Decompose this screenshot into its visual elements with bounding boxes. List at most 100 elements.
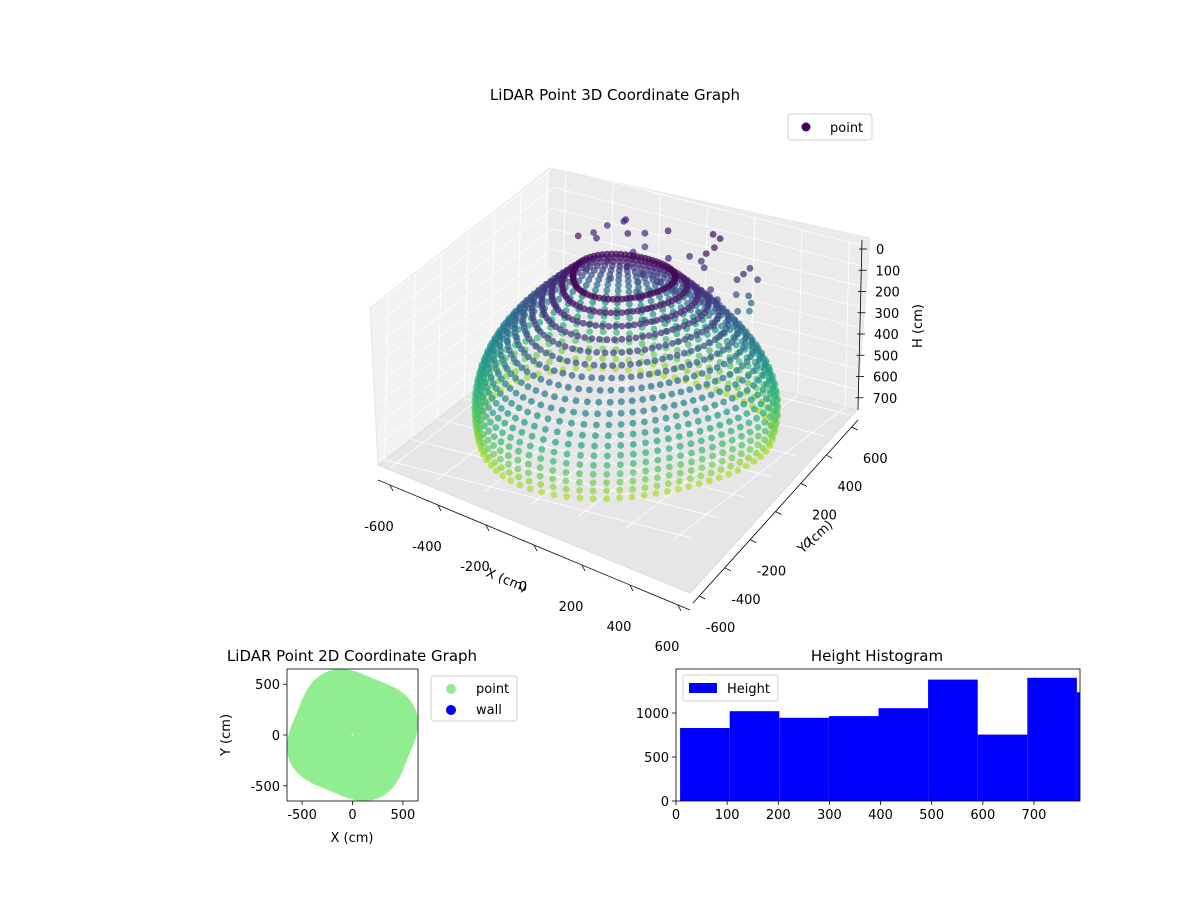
point-3d <box>630 321 638 329</box>
point-3d <box>585 306 593 314</box>
point-3d <box>514 456 522 464</box>
point-3d <box>484 436 492 444</box>
point-3d <box>641 429 649 436</box>
point-3d <box>596 387 604 394</box>
x-tick-3d <box>485 524 490 532</box>
point-3d <box>628 493 636 501</box>
y-tick-label-3d: -200 <box>757 565 787 580</box>
point-3d <box>548 352 556 360</box>
point-3d <box>727 427 735 435</box>
point-3d <box>688 449 695 457</box>
point-3d <box>525 477 533 485</box>
point-3d <box>714 411 721 419</box>
point-3d <box>629 477 637 485</box>
point-3d <box>662 336 670 343</box>
point-3d <box>498 405 505 412</box>
point-3d <box>666 454 673 462</box>
point-3d <box>732 381 739 388</box>
point-3d <box>477 416 485 424</box>
point-3d <box>603 479 610 487</box>
point-3d <box>683 367 691 375</box>
point-3d <box>499 429 506 437</box>
point-3d <box>485 427 493 435</box>
point-3d <box>530 357 537 365</box>
point-3d <box>746 264 754 272</box>
point-3d <box>657 329 665 337</box>
x-tick-label-histogram: 200 <box>766 808 791 823</box>
point-3d <box>697 257 705 265</box>
y-tick-label-3d: 400 <box>837 480 862 495</box>
point-3d <box>622 216 630 224</box>
point-3d <box>687 333 695 341</box>
point-3d <box>580 421 588 428</box>
point-3d <box>574 318 582 325</box>
y-axis-label-3d: Y (cm) <box>794 518 836 558</box>
point-3d <box>708 461 716 468</box>
point-3d <box>490 450 497 458</box>
point-3d <box>753 362 761 370</box>
point-3d <box>754 423 762 431</box>
point-3d <box>576 461 584 469</box>
point-3d <box>572 397 580 405</box>
grid-line-z <box>380 207 861 342</box>
point-3d <box>742 462 750 470</box>
point-3d <box>607 275 615 282</box>
point-3d <box>586 328 593 335</box>
point-3d <box>766 430 774 438</box>
point-3d <box>724 342 732 350</box>
point-3d <box>672 412 680 420</box>
point-3d <box>745 419 753 427</box>
point-3d <box>533 334 541 342</box>
point-3d <box>610 349 617 357</box>
point-3d <box>745 292 752 300</box>
point-3d <box>516 438 524 446</box>
point-3d <box>640 407 647 415</box>
legend-wall-marker-2d <box>446 705 456 715</box>
point-3d <box>574 232 582 240</box>
point-3d <box>738 432 745 440</box>
point-3d <box>483 384 491 391</box>
point-3d <box>541 390 549 398</box>
point-3d <box>537 401 545 409</box>
point-3d <box>668 340 676 347</box>
point-3d <box>603 336 611 344</box>
point-3d <box>709 443 716 451</box>
point-3d <box>518 364 526 372</box>
point-3d <box>563 450 571 458</box>
point-3d <box>716 421 724 429</box>
point-3d <box>666 463 673 471</box>
point-3d <box>650 325 658 333</box>
point-3d <box>624 322 632 329</box>
point-3d <box>484 359 492 367</box>
point-3d <box>662 341 670 349</box>
point-3d <box>634 347 641 355</box>
point-3d <box>653 317 660 324</box>
point-3d <box>530 372 537 380</box>
point-3d <box>771 392 779 400</box>
point-3d <box>707 391 715 399</box>
point-3d <box>733 276 741 284</box>
point-3d <box>607 309 615 317</box>
point-3d <box>655 343 663 351</box>
x-tick-3d <box>437 504 442 512</box>
point-3d <box>686 430 694 438</box>
point-3d <box>525 451 533 459</box>
point-3d <box>604 432 612 440</box>
y-tick-label-histogram: 0 <box>661 795 669 810</box>
point-3d <box>736 348 744 356</box>
point-3d <box>485 404 492 411</box>
point-3d <box>716 388 724 396</box>
point-cloud-2d <box>287 669 418 801</box>
point-3d <box>642 458 650 466</box>
x-axis-label-3d: X (cm) <box>484 566 529 596</box>
z-tick-label-3d: 300 <box>875 307 900 322</box>
point-3d <box>481 422 488 430</box>
point-3d <box>651 357 659 364</box>
point-3d <box>765 404 773 412</box>
point-3d <box>588 374 596 382</box>
point-3d <box>502 395 509 402</box>
point-2d <box>406 733 416 743</box>
point-3d <box>590 229 597 236</box>
y-tick-label-histogram: 500 <box>644 751 669 766</box>
y-tick-3d <box>800 482 808 487</box>
